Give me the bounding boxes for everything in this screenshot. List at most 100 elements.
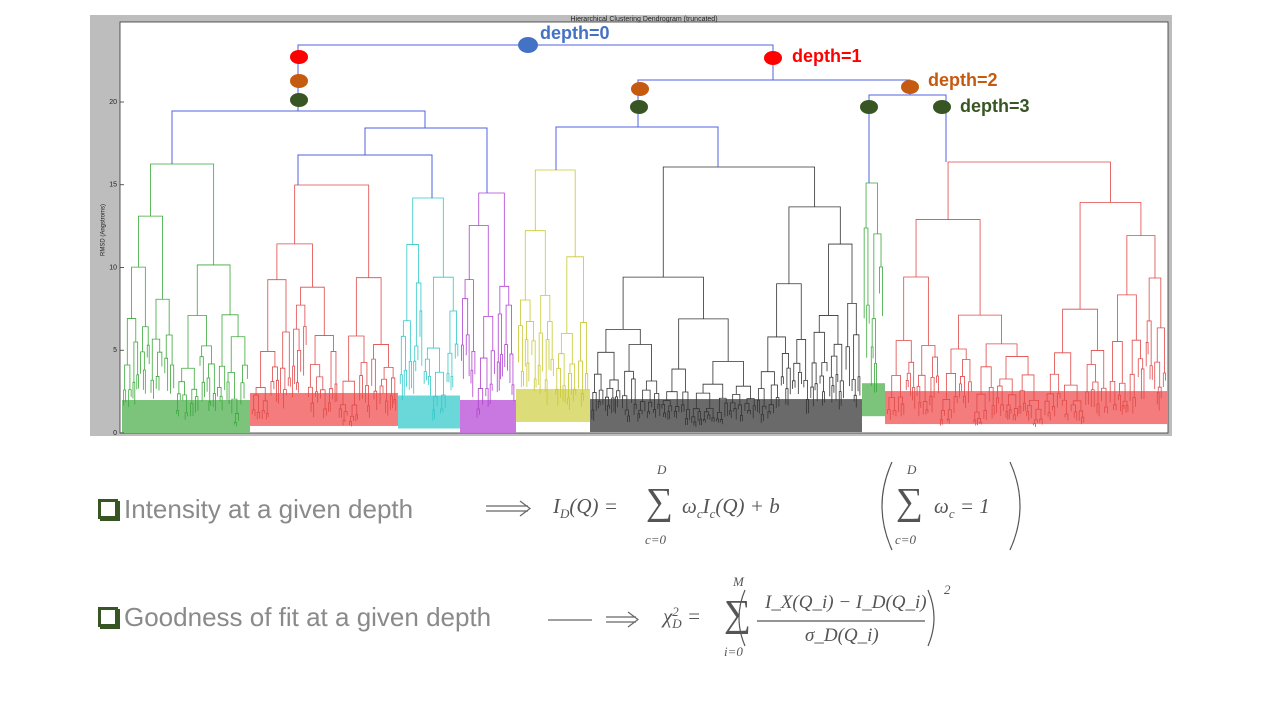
branch [729,410,732,419]
branch [391,377,396,400]
branch [1149,365,1153,380]
sum-lower: i=0 [724,644,743,659]
branch [208,401,212,411]
branch [624,409,629,417]
branch [294,184,370,278]
branch [711,417,715,422]
branch [150,163,215,265]
denominator: σ_D(Q_i) [805,625,879,646]
branch [184,412,188,420]
branch [142,326,149,352]
branch [1027,405,1032,419]
subscript: D [672,616,682,632]
branch [747,410,751,415]
formula-term: ωcIc(Q) + b [682,494,780,522]
branch [524,339,529,367]
branch [1035,408,1042,420]
marker [290,74,308,88]
figure-title: Hierarchical Clustering Dendrogram (trun… [570,16,717,23]
branch [379,385,384,405]
branch [242,364,248,383]
branch [339,404,347,412]
branch [1125,405,1129,413]
branch [925,409,929,415]
branch [136,374,139,390]
branch [1096,403,1100,417]
branch [906,372,911,396]
branch [201,345,212,364]
branch [792,380,796,389]
branch [793,362,801,381]
branch [980,366,992,395]
bullet-icon [98,499,118,519]
branch [976,393,986,413]
branch [657,403,661,417]
branch [1022,402,1026,412]
branch [385,400,389,416]
branch [316,376,324,392]
branch [673,410,677,419]
subscript: D [560,506,570,522]
branch [627,415,630,423]
sum-lower: c=0 [895,532,917,547]
symbol: = 1 [954,494,990,518]
branch [499,285,510,314]
paren [738,589,746,647]
marker [290,93,308,107]
branch [538,332,543,372]
sum-symbol: ∑ [724,593,752,635]
clusters [122,161,1168,433]
branch [977,417,982,426]
subscript: c [948,506,955,522]
branch [936,375,939,394]
y-tick-label: 5 [113,347,117,354]
branch [814,383,818,402]
branch [123,389,127,406]
branch [1034,419,1038,424]
branch [556,367,561,398]
branch [151,338,161,381]
branch [496,361,500,393]
branch [450,376,454,391]
branch [505,304,512,355]
branch [716,418,719,423]
branch [303,326,307,376]
branch [389,395,393,410]
branch [915,219,981,316]
branch [853,334,860,380]
branch [399,374,403,401]
branch [959,383,962,398]
branch [555,388,559,406]
superscript: 2 [672,604,679,620]
branch [605,396,609,412]
branch [1081,416,1085,425]
branch [916,386,921,403]
branch [1006,404,1011,412]
branch [1046,393,1054,407]
branch [724,402,728,417]
sum-lower: c=0 [645,532,667,547]
branch [126,318,137,366]
depth-label: depth=1 [792,46,862,66]
branch [1026,411,1030,421]
branch [879,266,883,317]
branch [642,389,651,403]
branch [865,182,878,234]
branch [328,388,334,403]
symbol: (Q) + b [715,494,780,518]
branch [124,364,131,391]
branch [788,206,841,284]
branch [953,396,958,414]
branch [912,387,916,409]
branch [359,375,363,401]
branch [609,379,619,391]
branch [968,381,972,403]
branch [217,387,222,397]
branch [545,339,550,380]
branch [888,397,895,411]
branch [441,394,446,410]
branch [761,405,767,415]
branch [465,334,470,377]
branch [831,385,835,403]
symbol: I [702,494,710,518]
